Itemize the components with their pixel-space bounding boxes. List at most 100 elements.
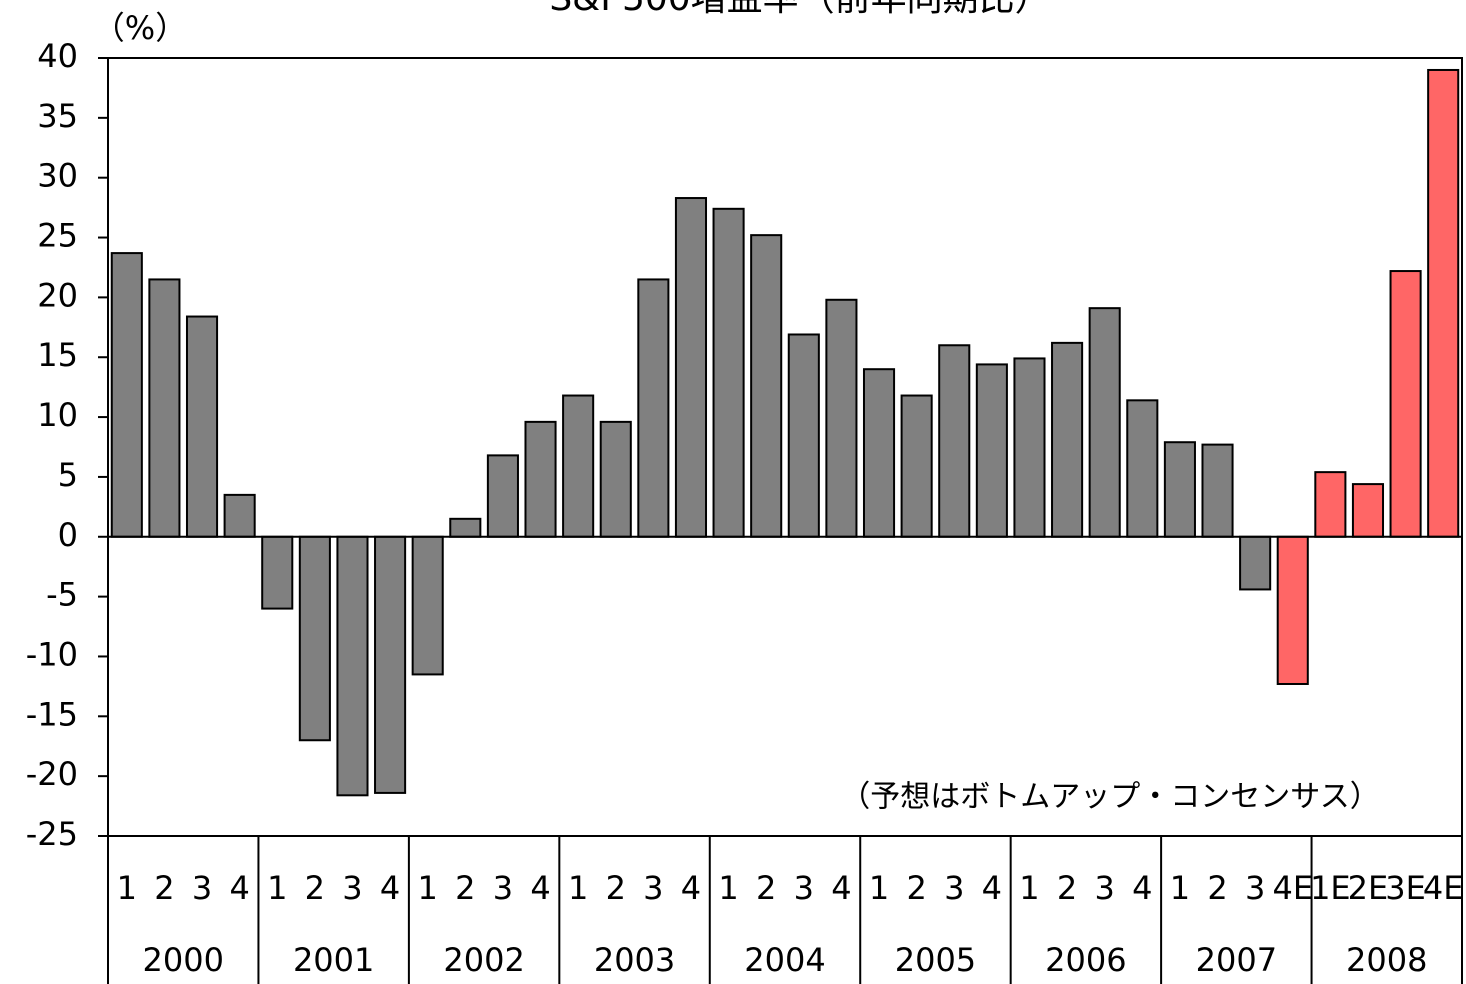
bar [825,298,858,538]
y-tick-label: 30 [37,157,78,195]
bar [1239,535,1272,591]
x-tick-label: 4 [530,869,550,907]
year-label: 2006 [1045,941,1126,979]
chart-title: S&P500増益率（前年同期比） [549,0,1050,19]
bar [900,394,933,538]
bar [637,278,670,538]
x-tick-label: 3 [1095,869,1115,907]
bar [1314,471,1347,538]
x-tick-label: 4 [982,869,1002,907]
x-tick-label: 1 [1170,869,1190,907]
y-tick-label: 25 [37,217,78,255]
x-tick-label: 1E [1310,869,1351,907]
bar [524,420,557,538]
bar [110,252,143,538]
x-tick-label: 1 [418,869,438,907]
x-tick-label: 3 [1245,869,1265,907]
x-tick-label: 2 [1057,869,1077,907]
bar [674,197,708,538]
x-tick-label: 1 [718,869,738,907]
year-label: 2007 [1196,941,1277,979]
x-tick-label: 3 [794,869,814,907]
y-axis-label: （%） [93,9,187,47]
bar [261,535,294,610]
x-tick-label: 3 [192,869,212,907]
bar [336,535,369,797]
y-tick-label: -5 [46,576,78,614]
x-tick-label: 2 [1207,869,1227,907]
x-tick-label: 2 [756,869,776,907]
bar [148,278,181,538]
y-tick-label: 20 [37,276,78,314]
bar [599,420,632,538]
bar [562,394,595,538]
y-tick-label: 35 [37,97,78,135]
bar [750,234,783,538]
bar [712,207,745,538]
x-tick-label: 3 [493,869,513,907]
bar [1276,535,1309,685]
bar [449,517,482,538]
bar [411,535,444,676]
x-tick-label: 4 [831,869,851,907]
x-tick-label: 4 [681,869,701,907]
y-tick-label: -15 [26,695,78,733]
x-tick-label: 2 [305,869,325,907]
x-tick-label: 3E [1385,869,1426,907]
bar [1013,357,1046,538]
x-tick-label: 4 [229,869,249,907]
y-tick-label: -20 [26,755,78,793]
y-tick-label: 10 [37,396,78,434]
annotation: （予想はボトムアップ・コンセンサス） [840,780,1379,815]
year-label: 2001 [293,941,374,979]
bar [1201,443,1234,538]
x-tick-label: 4E [1423,869,1464,907]
year-label: 2000 [143,941,224,979]
bar [1051,341,1084,538]
year-label: 2003 [594,941,675,979]
year-label: 2004 [744,941,825,979]
bar [486,454,519,538]
x-tick-label: 2 [606,869,626,907]
bar [1351,483,1385,538]
bar [1389,270,1422,538]
x-tick-label: 1 [1019,869,1039,907]
bar [862,368,896,538]
x-tick-label: 2 [906,869,926,907]
bar [298,535,331,742]
bar [975,363,1008,538]
bar [787,333,820,538]
y-tick-label: 40 [37,37,78,75]
plot-area [107,57,1463,837]
x-tick-label: 4 [380,869,400,907]
year-label: 2005 [895,941,976,979]
bar [1088,307,1121,538]
x-tick-label: 1 [117,869,137,907]
bar [1163,441,1196,538]
x-tick-label: 4 [1132,869,1152,907]
x-tick-label: 2 [455,869,475,907]
bar [223,493,256,538]
x-tick-label: 1 [869,869,889,907]
bar [938,344,971,538]
x-tick-label: 1 [267,869,287,907]
bar [185,315,219,538]
x-tick-label: 2E [1348,869,1389,907]
y-tick-label: -10 [26,635,78,673]
bar [1126,399,1159,538]
x-tick-label: 3 [342,869,362,907]
x-tick-label: 3 [944,869,964,907]
x-tick-label: 3 [643,869,663,907]
y-tick-label: 15 [37,336,78,374]
bar [374,535,407,794]
x-tick-label: 1 [568,869,588,907]
y-tick-label: 0 [58,516,78,554]
x-tick-label: 2 [154,869,174,907]
y-tick-label: -25 [26,815,78,853]
year-label: 2008 [1346,941,1427,979]
year-label: 2002 [443,941,524,979]
y-tick-label: 5 [58,456,78,494]
bar [1427,68,1460,538]
x-tick-label: 4E [1272,869,1313,907]
